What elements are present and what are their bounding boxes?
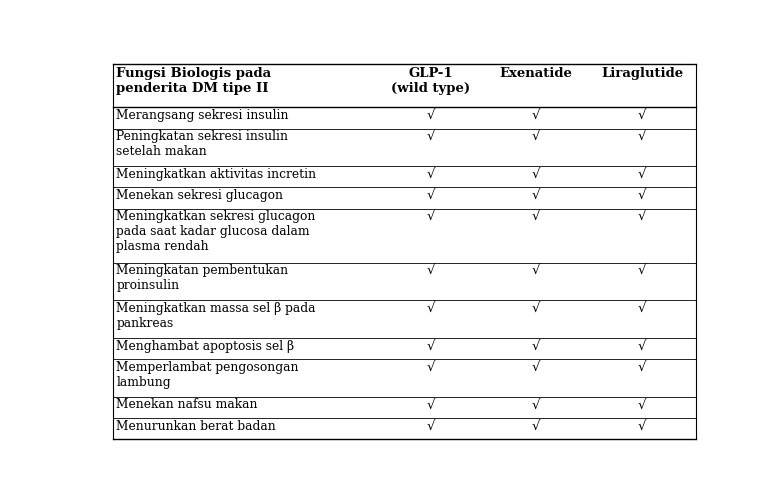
Text: √: √ xyxy=(531,109,540,122)
Text: Meningkatan pembentukan
proinsulin: Meningkatan pembentukan proinsulin xyxy=(117,264,289,292)
Text: √: √ xyxy=(426,420,435,433)
Text: Menekan nafsu makan: Menekan nafsu makan xyxy=(117,398,258,411)
Text: √: √ xyxy=(426,361,435,374)
Text: Fungsi Biologis pada
penderita DM tipe II: Fungsi Biologis pada penderita DM tipe I… xyxy=(117,67,272,95)
Text: Peningkatan sekresi insulin
setelah makan: Peningkatan sekresi insulin setelah maka… xyxy=(117,130,289,158)
Text: Menurunkan berat badan: Menurunkan berat badan xyxy=(117,420,276,433)
Text: √: √ xyxy=(638,264,647,277)
Text: √: √ xyxy=(531,210,540,223)
Text: Meningkatkan sekresi glucagon
pada saat kadar glucosa dalam
plasma rendah: Meningkatkan sekresi glucagon pada saat … xyxy=(117,210,316,253)
Text: √: √ xyxy=(638,109,647,122)
Text: Liraglutide: Liraglutide xyxy=(601,67,683,80)
Text: Menekan sekresi glucagon: Menekan sekresi glucagon xyxy=(117,189,283,202)
Text: √: √ xyxy=(638,340,647,353)
Text: √: √ xyxy=(426,130,435,143)
Text: √: √ xyxy=(531,361,540,374)
Text: √: √ xyxy=(426,109,435,122)
Text: √: √ xyxy=(426,264,435,277)
Text: Merangsang sekresi insulin: Merangsang sekresi insulin xyxy=(117,109,289,122)
Text: √: √ xyxy=(638,210,647,223)
Text: √: √ xyxy=(426,302,435,315)
Text: √: √ xyxy=(638,398,647,411)
Text: √: √ xyxy=(638,189,647,202)
Text: Memperlambat pengosongan
lambung: Memperlambat pengosongan lambung xyxy=(117,361,299,389)
Text: √: √ xyxy=(426,168,435,181)
Text: Menghambat apoptosis sel β: Menghambat apoptosis sel β xyxy=(117,340,295,353)
Text: √: √ xyxy=(426,210,435,223)
Text: √: √ xyxy=(638,302,647,315)
Text: Exenatide: Exenatide xyxy=(499,67,573,80)
Text: √: √ xyxy=(638,420,647,433)
Text: √: √ xyxy=(426,398,435,411)
Text: √: √ xyxy=(531,264,540,277)
Text: √: √ xyxy=(531,420,540,433)
Text: √: √ xyxy=(638,130,647,143)
Text: GLP-1
(wild type): GLP-1 (wild type) xyxy=(391,67,471,95)
Text: Meningkatkan massa sel β pada
pankreas: Meningkatkan massa sel β pada pankreas xyxy=(117,302,316,330)
Text: √: √ xyxy=(531,130,540,143)
Text: √: √ xyxy=(531,302,540,315)
Text: √: √ xyxy=(531,398,540,411)
Text: √: √ xyxy=(531,189,540,202)
Text: √: √ xyxy=(531,340,540,353)
Text: √: √ xyxy=(531,168,540,181)
Text: Meningkatkan aktivitas incretin: Meningkatkan aktivitas incretin xyxy=(117,168,317,181)
Text: √: √ xyxy=(426,340,435,353)
Text: √: √ xyxy=(638,361,647,374)
Text: √: √ xyxy=(638,168,647,181)
Text: √: √ xyxy=(426,189,435,202)
